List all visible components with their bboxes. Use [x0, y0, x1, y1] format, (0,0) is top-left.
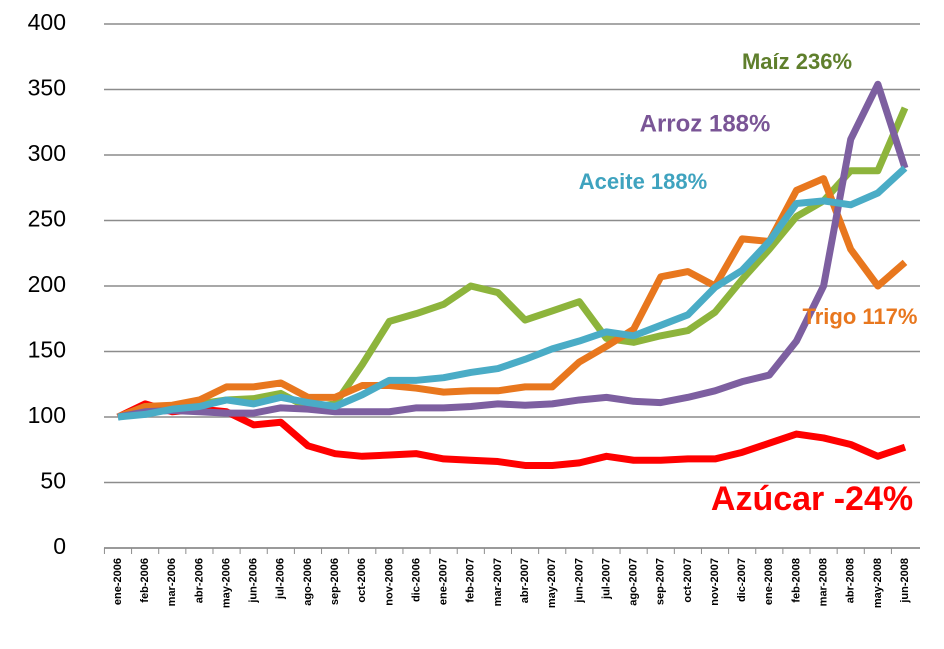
x-tick-label: jul-2007 — [600, 558, 612, 600]
x-tick-label: feb-2006 — [139, 558, 151, 603]
y-tick-label: 400 — [28, 9, 66, 35]
x-tick-label: feb-2007 — [465, 558, 477, 603]
x-tick-label: jun-2007 — [573, 558, 585, 604]
y-tick-label: 100 — [28, 402, 66, 428]
x-tick-label: feb-2008 — [790, 558, 802, 603]
x-tick-label: may-2007 — [546, 558, 558, 608]
x-tick-label: nov-2007 — [709, 558, 721, 606]
x-tick-label: mar-2007 — [492, 558, 504, 606]
series-line — [117, 80, 909, 421]
x-tick-label: may-2006 — [220, 558, 232, 608]
series-line — [116, 106, 909, 421]
y-tick-label: 250 — [28, 206, 66, 232]
x-tick-label: jul-2006 — [275, 558, 287, 600]
x-tick-label: ago-2007 — [628, 558, 640, 606]
x-tick-label: dic-2007 — [736, 558, 748, 602]
series-annotation: Azúcar -24% — [711, 480, 913, 518]
y-tick-label: 150 — [28, 337, 66, 363]
series-annotation: Trigo 117% — [803, 304, 918, 329]
x-tick-label: mar-2008 — [817, 558, 829, 606]
x-tick-label: nov-2006 — [383, 558, 395, 606]
x-tick-label: abr-2006 — [193, 558, 205, 603]
x-tick-label: ene-2008 — [763, 558, 775, 605]
x-tick-label: oct-2006 — [356, 558, 368, 603]
y-tick-label: 350 — [28, 75, 66, 101]
x-tick-label: ene-2006 — [112, 558, 124, 605]
x-tick-label: jun-2006 — [248, 558, 260, 604]
x-tick-label: abr-2008 — [845, 558, 857, 603]
x-tick-label: sep-2006 — [329, 558, 341, 605]
x-tick-label: jun-2008 — [899, 558, 911, 604]
x-tick-label: abr-2007 — [519, 558, 531, 603]
series-line — [117, 165, 908, 421]
x-tick-label: dic-2006 — [410, 558, 422, 602]
x-tick-label: oct-2007 — [682, 558, 694, 603]
x-tick-label: ago-2006 — [302, 558, 314, 606]
y-tick-label: 0 — [53, 533, 66, 559]
x-tick-label: mar-2006 — [166, 558, 178, 606]
series-annotation: Aceite 188% — [579, 169, 707, 194]
series-annotation: Maíz 236% — [742, 49, 852, 74]
series-annotation: Arroz 188% — [640, 110, 771, 137]
series-line — [116, 400, 907, 469]
y-tick-label: 50 — [40, 468, 66, 494]
y-tick-label: 200 — [28, 271, 66, 297]
x-tick-label: ene-2007 — [438, 558, 450, 605]
y-tick-label: 300 — [28, 140, 66, 166]
x-tick-label: may-2008 — [872, 558, 884, 608]
x-tick-label: sep-2007 — [655, 558, 667, 605]
